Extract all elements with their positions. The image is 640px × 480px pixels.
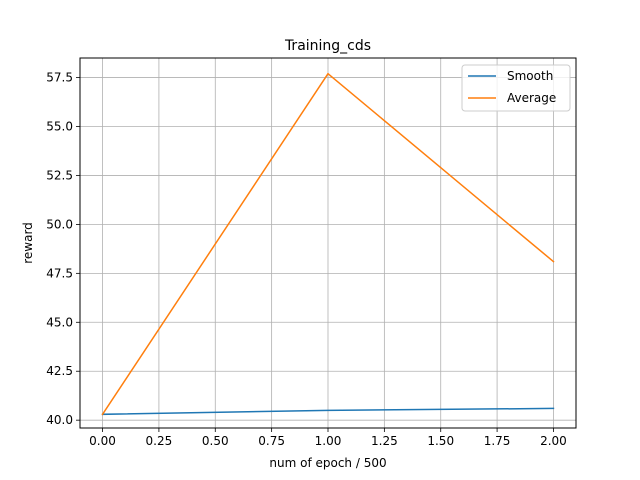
x-tick-label: 0.00 bbox=[89, 434, 116, 448]
x-tick-label: 0.50 bbox=[202, 434, 229, 448]
y-tick-label: 57.5 bbox=[46, 71, 73, 85]
x-tick-label: 1.50 bbox=[427, 434, 454, 448]
y-tick-label: 52.5 bbox=[46, 168, 73, 182]
x-tick-label: 0.75 bbox=[258, 434, 285, 448]
y-axis-label: reward bbox=[21, 222, 35, 264]
y-tick-label: 40.0 bbox=[46, 413, 73, 427]
x-axis-label: num of epoch / 500 bbox=[269, 456, 386, 470]
x-tick-label: 1.25 bbox=[371, 434, 398, 448]
x-tick-label: 1.75 bbox=[484, 434, 511, 448]
x-tick-label: 1.00 bbox=[315, 434, 342, 448]
series-lines bbox=[101, 72, 555, 416]
grid bbox=[80, 58, 576, 428]
chart-title: Training_cds bbox=[284, 38, 371, 54]
y-axis: 40.0 42.5 45.0 47.5 50.0 52.5 55.0 57.5 bbox=[46, 71, 80, 427]
x-tick-label: 0.25 bbox=[146, 434, 173, 448]
x-axis: 0.00 0.25 0.50 0.75 1.00 1.25 1.50 1.75 2.00 bbox=[89, 428, 567, 448]
x-tick-label: 2.00 bbox=[540, 434, 567, 448]
y-tick-label: 42.5 bbox=[46, 364, 73, 378]
y-tick-label: 45.0 bbox=[46, 315, 73, 329]
y-tick-label: 47.5 bbox=[46, 266, 73, 280]
series-line-average bbox=[101, 72, 555, 416]
legend-label-average: Average bbox=[507, 91, 556, 105]
legend-label-smooth: Smooth bbox=[507, 69, 553, 83]
y-tick-label: 50.0 bbox=[46, 217, 73, 231]
y-tick-label: 55.0 bbox=[46, 120, 73, 134]
legend: Smooth Average bbox=[461, 64, 571, 112]
series-line-smooth bbox=[101, 407, 555, 416]
